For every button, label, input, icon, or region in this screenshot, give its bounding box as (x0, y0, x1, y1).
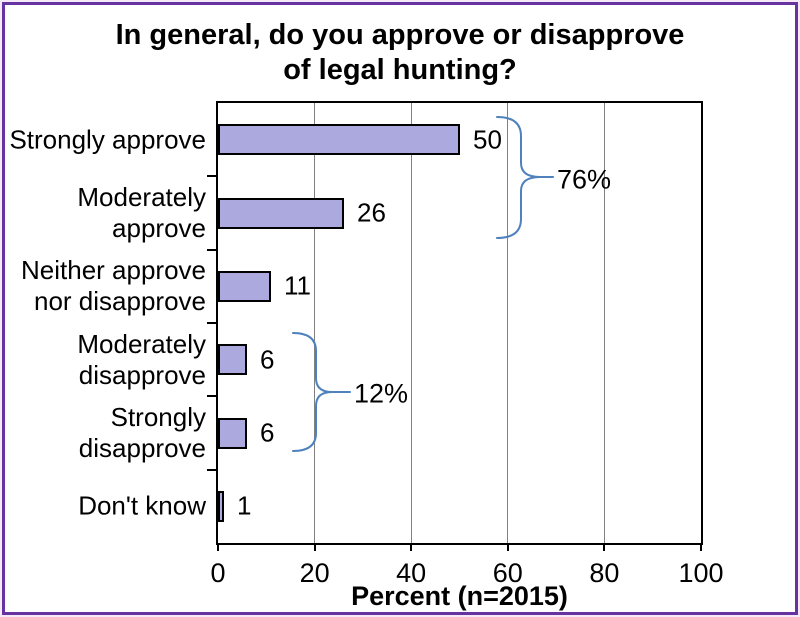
bar-value-label: 50 (473, 124, 502, 155)
category-label: Don't know (78, 490, 206, 521)
x-tick-label-60: 60 (492, 558, 523, 588)
x-tick-60 (506, 543, 509, 551)
bar-value-label: 26 (357, 197, 386, 228)
x-tick-label-100: 100 (678, 558, 724, 588)
chart-title: In general, do you approve or disapprove… (115, 19, 685, 86)
category-label: Moderately disapprove (77, 328, 206, 390)
gridline-20 (314, 103, 316, 543)
category-label: Moderately approve (77, 182, 206, 243)
gridline-60 (507, 103, 509, 543)
y-tick (207, 322, 216, 324)
x-tick-20 (313, 543, 316, 551)
bar-value-label: 1 (237, 490, 252, 521)
category-label: Neither approve nor disapprove (21, 255, 206, 317)
y-tick (207, 248, 216, 251)
bar-4 (218, 417, 247, 449)
gridline-80 (603, 103, 605, 543)
bar-3 (218, 344, 247, 376)
x-tick-label-40: 40 (396, 558, 427, 588)
x-tick-label-20: 20 (299, 558, 330, 588)
bar-1 (218, 197, 344, 229)
y-tick (207, 468, 216, 471)
x-tick-label-80: 80 (589, 558, 620, 588)
bar-value-label: 6 (260, 417, 275, 448)
y-tick (207, 175, 216, 178)
annotation-disapprove-total: 12% (354, 378, 409, 409)
x-tick-label-0: 0 (210, 558, 226, 588)
plot-inner: 50 26 11 6 6 1 (218, 103, 701, 543)
gridline-40 (410, 103, 412, 543)
x-axis-title: Percent (n=2015) (351, 581, 568, 611)
bar-value-label: 6 (260, 344, 275, 375)
plot-area: 50 26 11 6 6 1 (216, 101, 703, 545)
x-tick-100 (700, 543, 702, 551)
category-label: Strongly disapprove (78, 402, 206, 463)
bar-0 (218, 124, 460, 156)
bar-2 (218, 270, 271, 302)
x-tick-80 (603, 543, 606, 551)
category-label: Strongly approve (9, 124, 206, 155)
y-tick (207, 395, 216, 398)
x-tick-40 (410, 543, 413, 551)
bar-value-label: 11 (284, 270, 311, 301)
annotation-approve-total: 76% (557, 164, 612, 195)
bar-5 (218, 490, 224, 522)
x-tick-0 (217, 543, 219, 551)
